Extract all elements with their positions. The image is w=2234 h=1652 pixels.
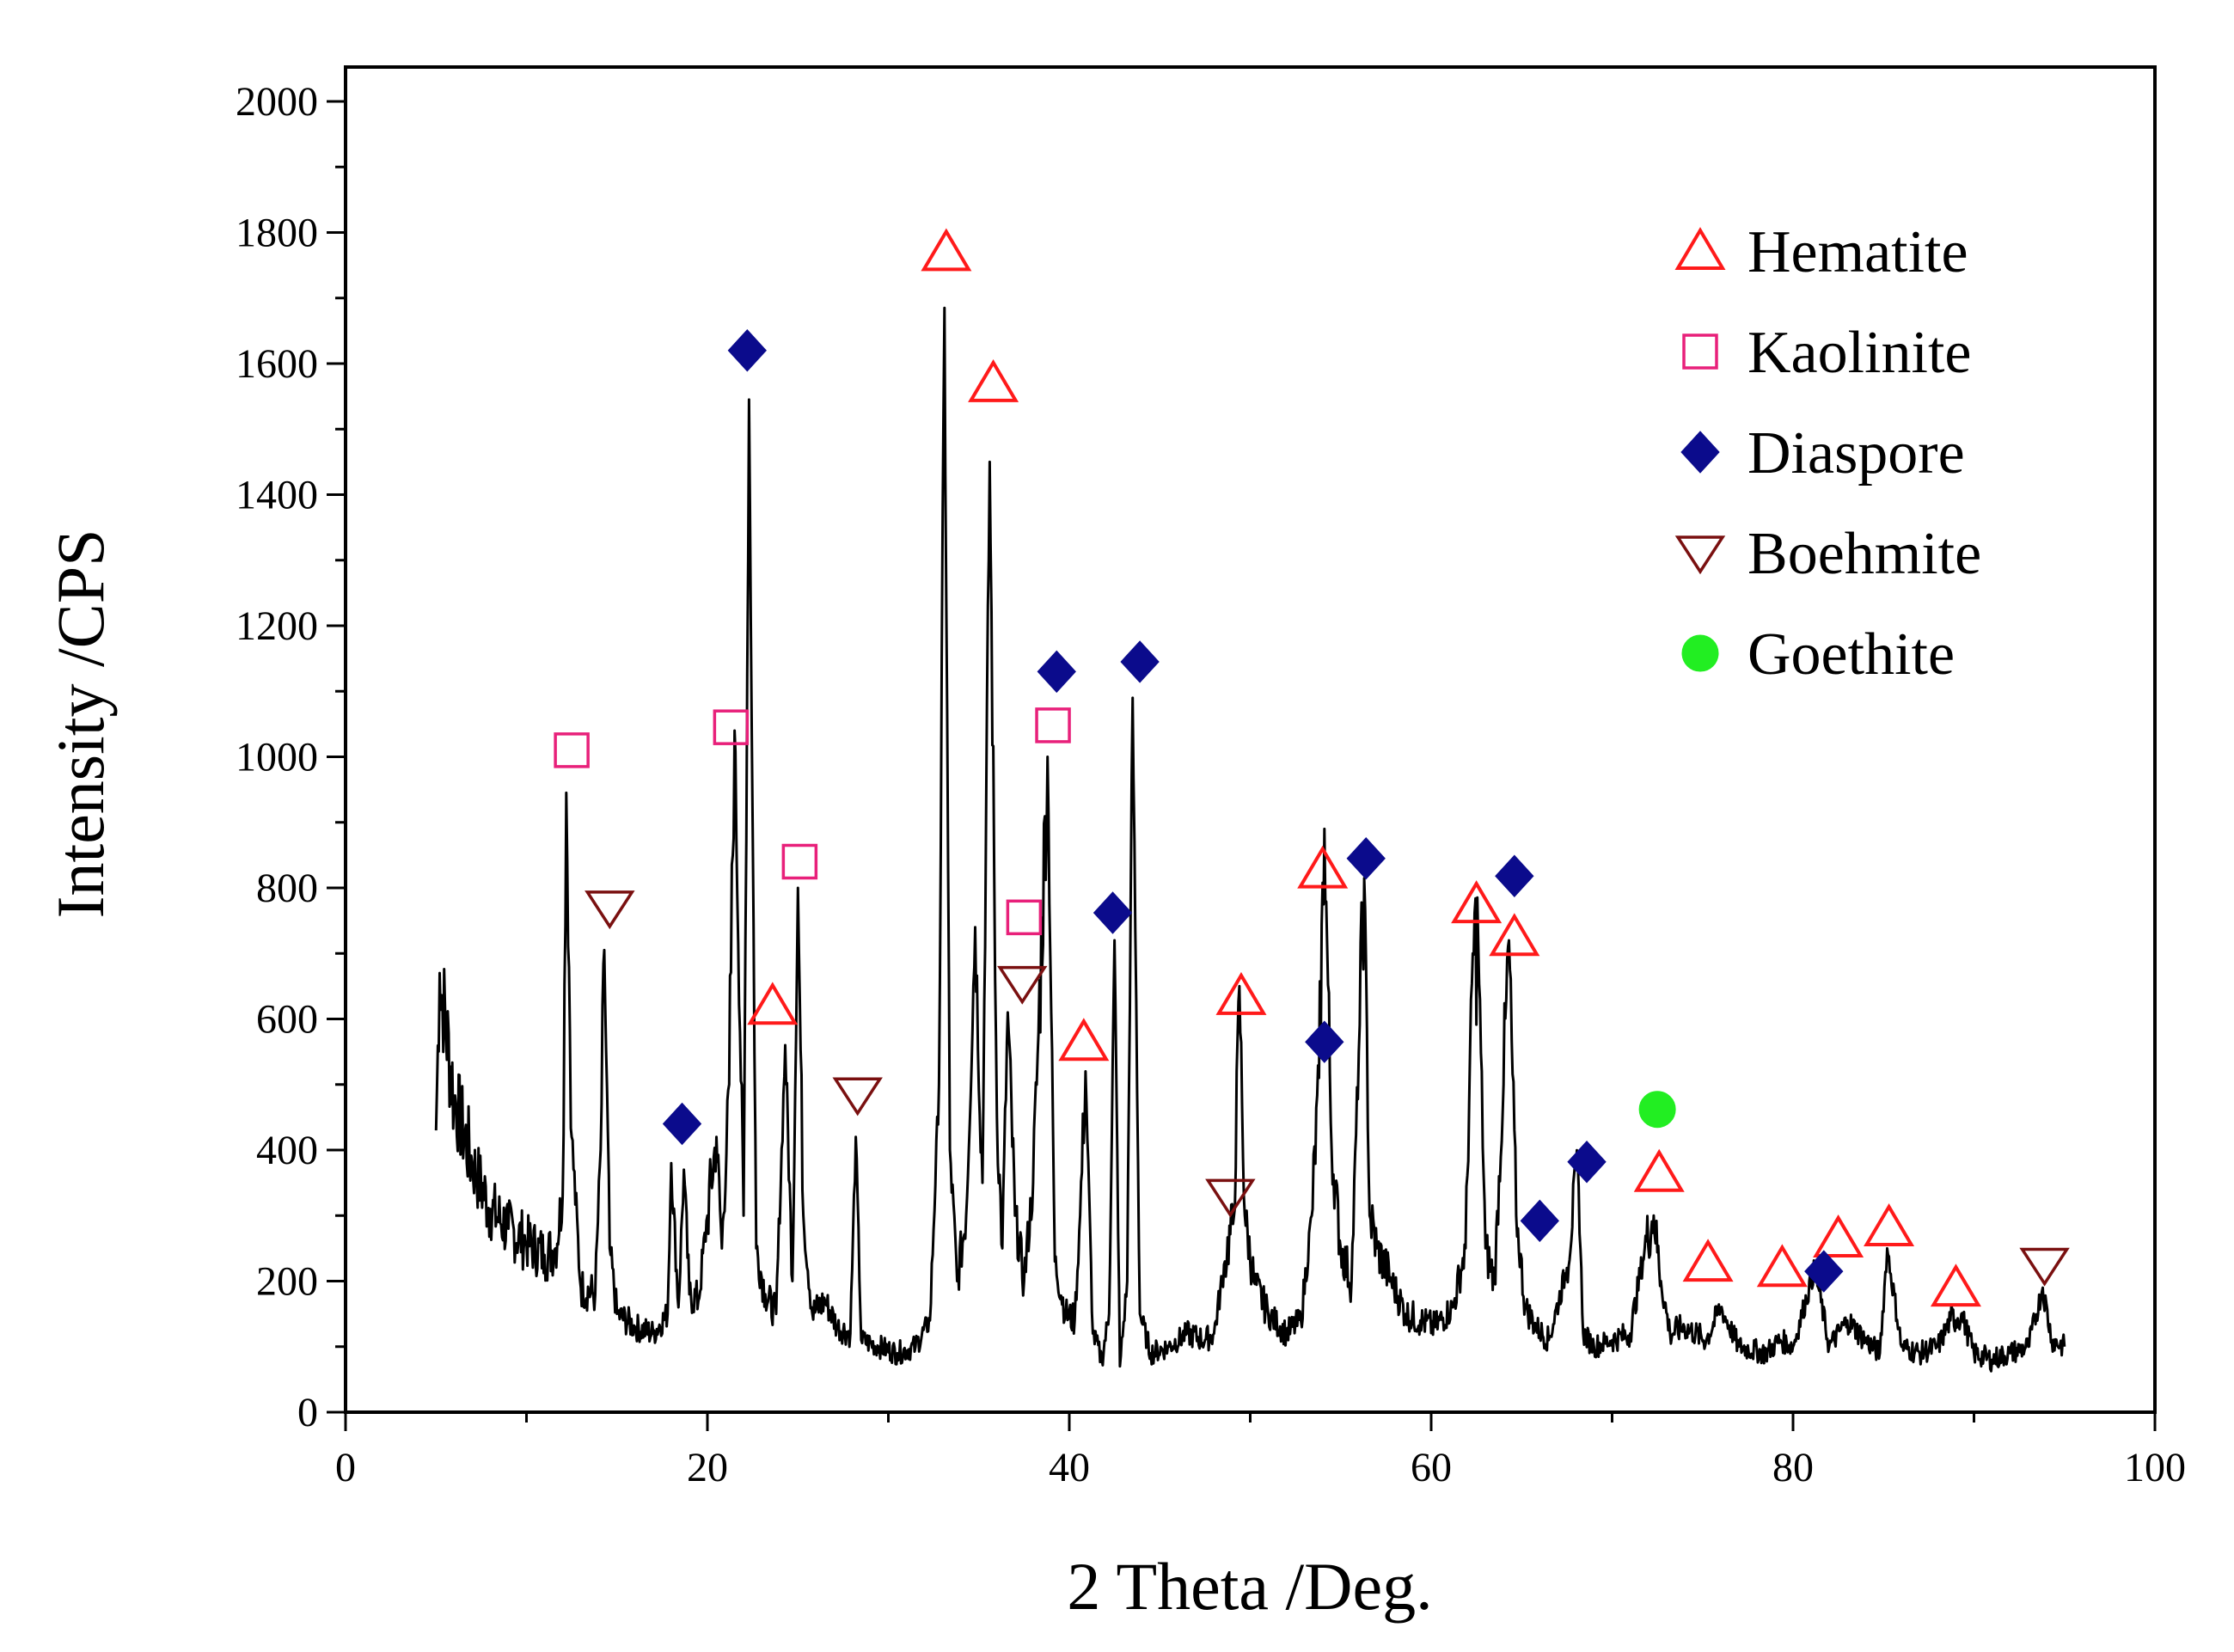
legend-label: Diaspore	[1747, 420, 1965, 486]
phase-markers	[554, 228, 2070, 1307]
hematite-marker	[1864, 1203, 1915, 1246]
goethite-marker	[1638, 1091, 1676, 1129]
boehmite-marker	[1205, 1178, 1256, 1218]
x-axis-title: 2 Theta /Deg.	[1067, 1549, 1432, 1624]
y-tick-label: 1200	[236, 603, 318, 649]
hematite-marker	[747, 982, 799, 1025]
hematite-marker	[1756, 1244, 1808, 1288]
boehmite-marker	[997, 965, 1048, 1005]
hematite-marker	[968, 358, 1019, 402]
kaolinite-marker	[1006, 899, 1043, 936]
hematite-marker	[1930, 1263, 1981, 1307]
hematite-marker	[1489, 913, 1540, 957]
x-axis: 0 20 40 60 80 100	[335, 1412, 2186, 1490]
hematite-marker	[1058, 1018, 1110, 1062]
y-tick-label: 2000	[236, 79, 318, 125]
legend-hematite-symbol	[1674, 227, 1726, 270]
legend-label: Hematite	[1747, 219, 1968, 285]
kaolinite-marker	[554, 732, 590, 768]
diaspore-marker	[1305, 1020, 1344, 1063]
legend-label: Boehmite	[1747, 521, 1981, 587]
legend-label: Goethite	[1747, 621, 1955, 688]
diaspore-marker	[1495, 854, 1534, 898]
kaolinite-marker	[713, 709, 750, 745]
hematite-marker	[921, 228, 972, 272]
hematite-marker	[1633, 1148, 1685, 1192]
legend-diaspore-symbol	[1680, 431, 1720, 474]
y-tick-label: 200	[256, 1259, 318, 1305]
legend-kaolinite-symbol	[1682, 333, 1718, 370]
diaspore-marker	[1804, 1250, 1844, 1293]
diaspore-marker	[1567, 1140, 1607, 1184]
diaspore-marker	[1120, 640, 1160, 683]
y-tick-label: 1600	[236, 341, 318, 387]
diaspore-marker	[1520, 1199, 1559, 1243]
hematite-marker	[1215, 971, 1267, 1015]
kaolinite-marker	[1035, 707, 1071, 743]
legend-item-goethite: Goethite	[1681, 621, 1955, 688]
legend-goethite-symbol	[1681, 634, 1719, 672]
xrd-pattern-line	[434, 306, 2066, 1373]
x-tick-label: 0	[335, 1445, 356, 1490]
legend-label: Kaolinite	[1747, 320, 1971, 386]
x-tick-label: 80	[1772, 1445, 1814, 1490]
legend-item-boehmite: Boehmite	[1674, 521, 1981, 587]
y-tick-label: 1400	[236, 473, 318, 518]
y-tick-label: 1800	[236, 211, 318, 256]
y-axis-title: Intensity /CPS	[43, 529, 118, 919]
kaolinite-marker	[781, 843, 818, 880]
boehmite-marker	[2019, 1247, 2070, 1287]
legend: Hematite Kaolinite Diaspore Boehmite Goethit…	[1674, 219, 1981, 688]
hematite-marker	[1813, 1215, 1864, 1257]
diaspore-marker	[662, 1102, 702, 1146]
hematite-marker	[1297, 845, 1349, 889]
diaspore-marker	[1093, 891, 1133, 934]
x-tick-label: 60	[1411, 1445, 1452, 1490]
boehmite-marker	[832, 1077, 883, 1117]
diaspore-marker	[727, 329, 767, 372]
diaspore-marker	[1037, 650, 1076, 694]
y-tick-label: 800	[256, 866, 318, 911]
x-tick-label: 20	[687, 1445, 728, 1490]
legend-item-kaolinite: Kaolinite	[1682, 320, 1971, 386]
y-tick-label: 600	[256, 997, 318, 1043]
hematite-marker	[1682, 1239, 1734, 1282]
diaspore-marker	[1346, 836, 1386, 880]
y-axis: 0 200 400 600 800 1000 1200 1400 1600 1800 2000	[236, 79, 346, 1435]
legend-item-hematite: Hematite	[1674, 219, 1968, 285]
legend-item-diaspore: Diaspore	[1680, 420, 1965, 486]
y-tick-label: 400	[256, 1128, 318, 1173]
x-tick-label: 40	[1049, 1445, 1090, 1490]
y-tick-label: 1000	[236, 735, 318, 780]
y-tick-label: 0	[297, 1390, 318, 1435]
legend-boehmite-symbol	[1674, 535, 1726, 575]
hematite-marker	[1451, 880, 1503, 924]
x-tick-label: 100	[2124, 1445, 2186, 1490]
boehmite-marker	[585, 890, 635, 930]
